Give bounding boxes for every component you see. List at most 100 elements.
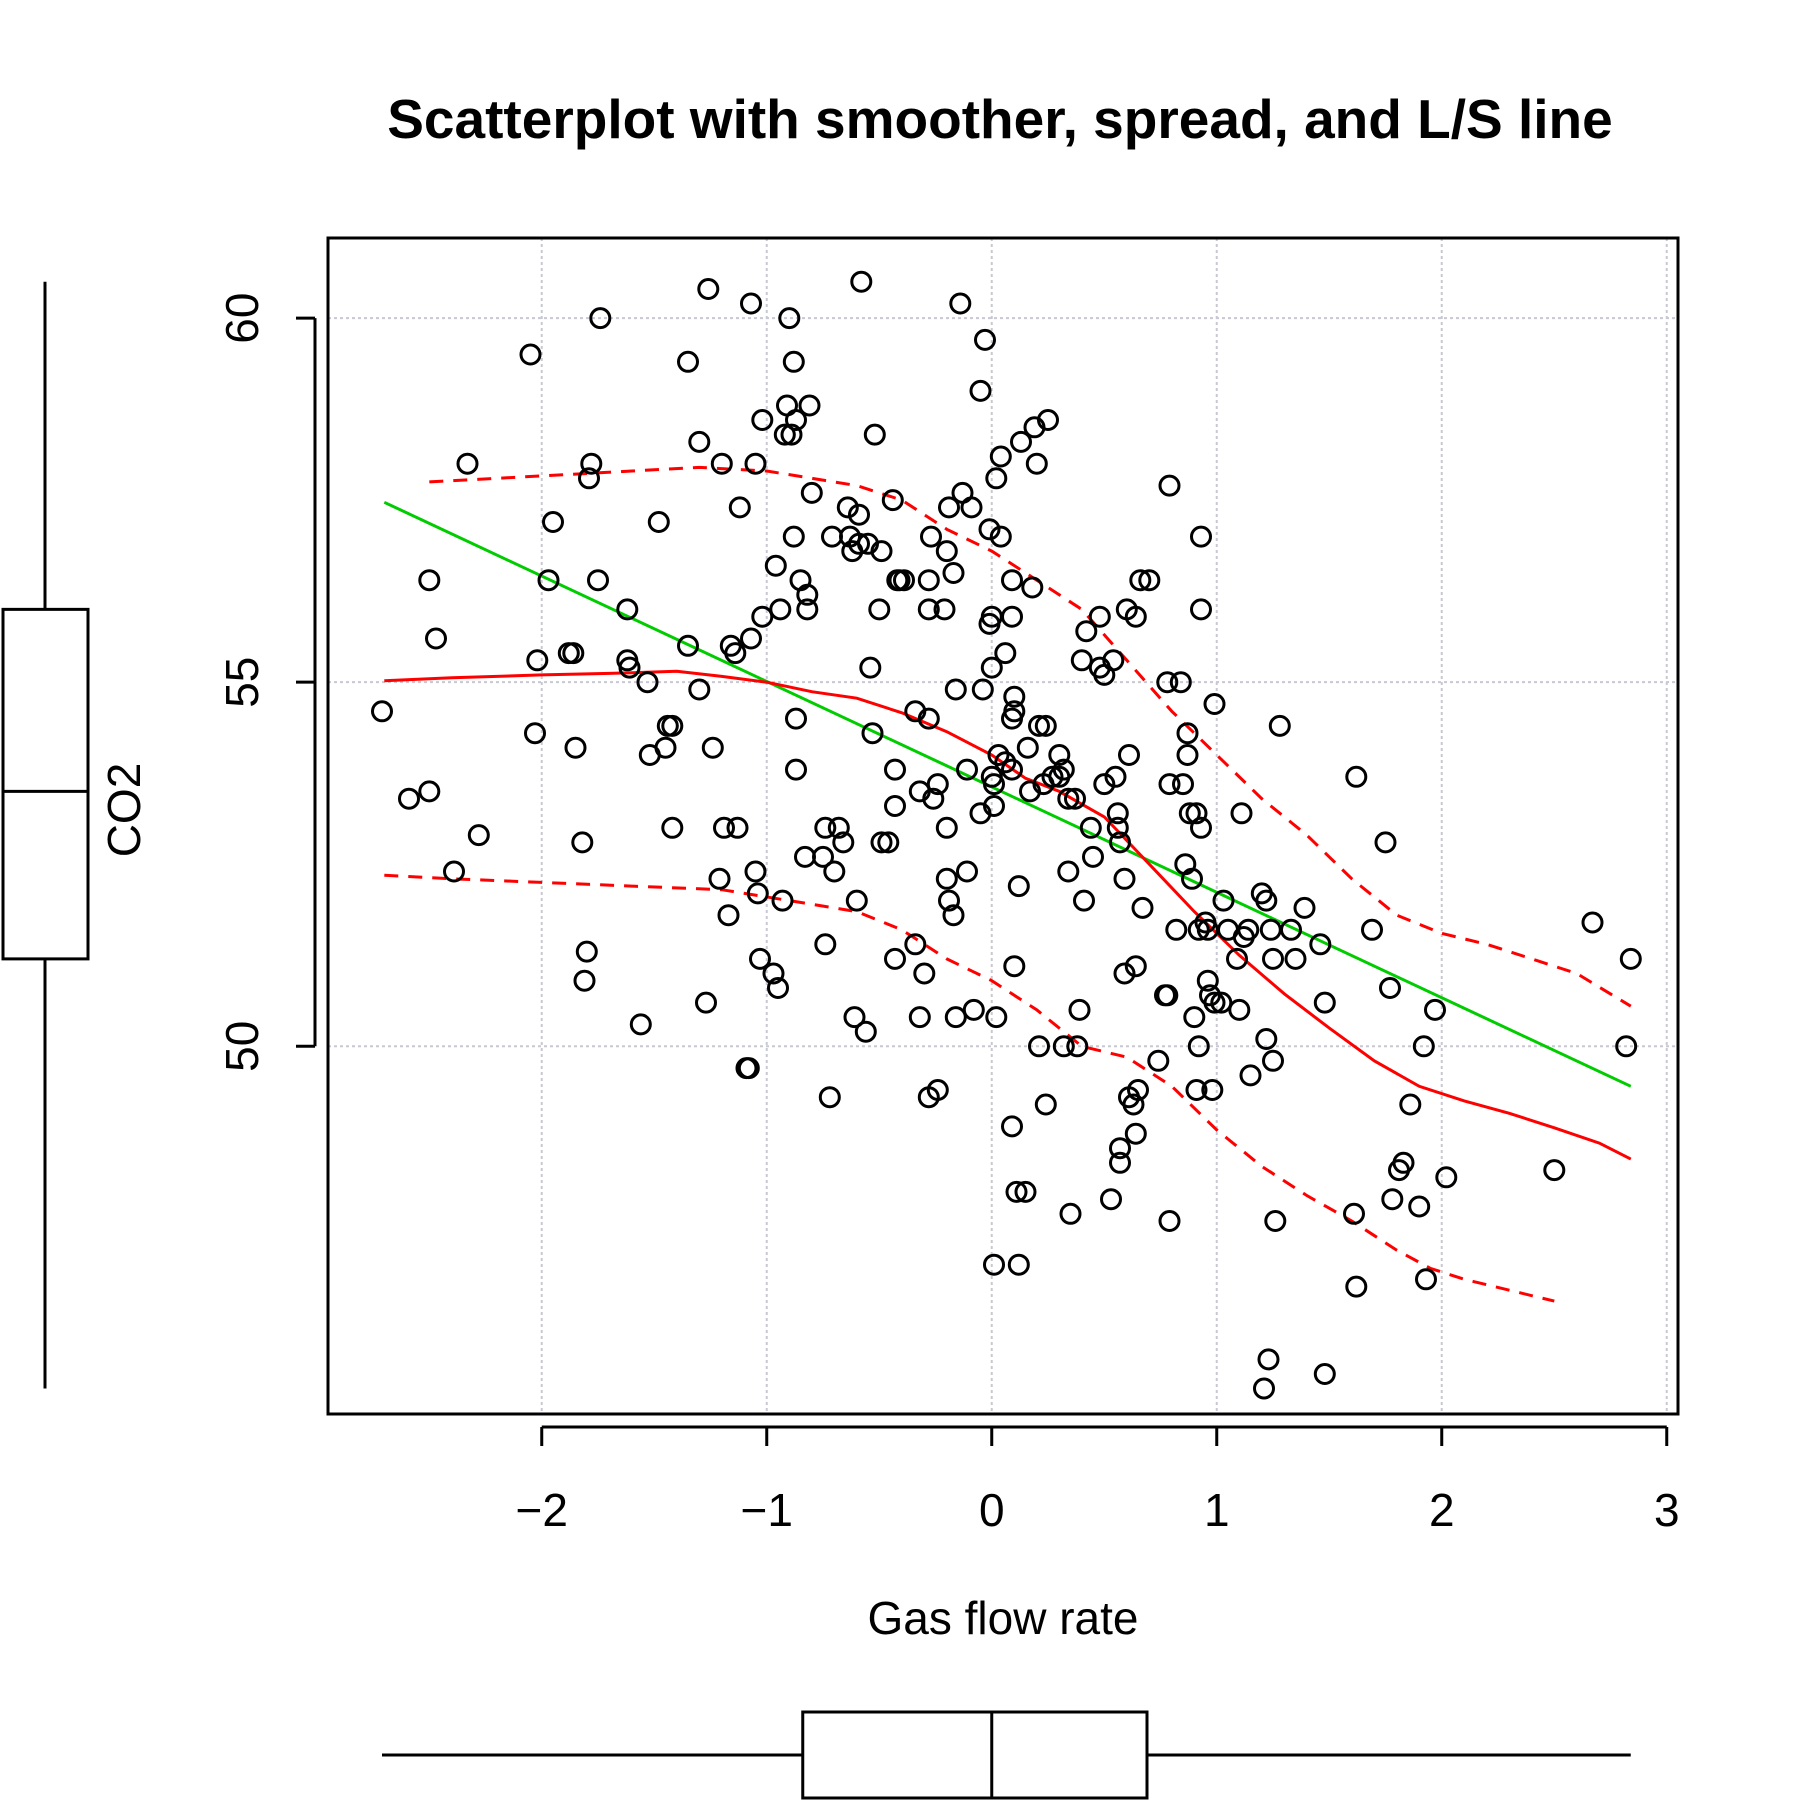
gas-box bbox=[801, 1710, 1149, 1800]
data-point bbox=[456, 452, 479, 475]
data-point bbox=[861, 722, 884, 745]
data-point bbox=[762, 962, 785, 985]
y-tick-label: 60 bbox=[216, 293, 268, 344]
data-point bbox=[647, 511, 670, 533]
data-point bbox=[1345, 765, 1368, 788]
data-point bbox=[564, 736, 587, 759]
data-point bbox=[1374, 831, 1397, 854]
data-point bbox=[935, 867, 958, 890]
data-point bbox=[587, 569, 609, 592]
data-point bbox=[956, 758, 978, 781]
data-point bbox=[1309, 933, 1332, 956]
data-point bbox=[1165, 918, 1188, 941]
data-point bbox=[1158, 773, 1181, 796]
data-point bbox=[1176, 722, 1199, 745]
data-point bbox=[1615, 1035, 1638, 1058]
data-point bbox=[1106, 816, 1129, 839]
data-point bbox=[1073, 889, 1095, 912]
data-point bbox=[1181, 867, 1203, 890]
data-point bbox=[1041, 765, 1064, 788]
data-point bbox=[1392, 1151, 1415, 1174]
data-point bbox=[956, 860, 978, 883]
data-point bbox=[812, 845, 834, 868]
data-point bbox=[1255, 889, 1278, 912]
data-point bbox=[661, 714, 684, 737]
chart-title: Scatterplot with smoother, spread, and L… bbox=[387, 88, 1613, 150]
data-point bbox=[827, 816, 850, 839]
data-point bbox=[974, 328, 996, 351]
data-point bbox=[1257, 1348, 1280, 1371]
data-point bbox=[800, 481, 823, 504]
data-point bbox=[1131, 896, 1154, 919]
data-point bbox=[780, 423, 803, 446]
data-point bbox=[1313, 1363, 1336, 1385]
data-point bbox=[1345, 1275, 1368, 1298]
data-point bbox=[524, 722, 546, 745]
data-point bbox=[1253, 1377, 1275, 1400]
data-point bbox=[1183, 1006, 1206, 1029]
data-point bbox=[751, 605, 774, 628]
ls-line-group bbox=[383, 500, 1632, 1088]
data-point bbox=[782, 350, 805, 373]
data-point bbox=[863, 423, 886, 446]
data-point bbox=[1619, 947, 1642, 970]
data-point bbox=[938, 889, 960, 912]
data-point bbox=[708, 867, 731, 890]
data-point bbox=[1178, 802, 1201, 825]
data-point bbox=[1203, 693, 1226, 715]
data-point bbox=[994, 642, 1017, 665]
data-point bbox=[893, 569, 915, 592]
spread-lower-line bbox=[384, 873, 1555, 1303]
data-point bbox=[942, 904, 965, 927]
data-point bbox=[1379, 977, 1401, 999]
data-point bbox=[1176, 744, 1199, 766]
data-point bbox=[1268, 714, 1291, 737]
data-point bbox=[1001, 569, 1023, 592]
x-tick-label: 2 bbox=[1429, 1484, 1455, 1536]
data-points bbox=[371, 270, 1642, 1400]
data-point bbox=[785, 707, 807, 730]
data-point bbox=[1057, 787, 1080, 810]
data-point bbox=[771, 889, 794, 912]
data-point bbox=[1066, 1035, 1089, 1058]
data-point bbox=[1059, 1202, 1082, 1225]
data-point bbox=[1007, 1253, 1030, 1276]
data-point bbox=[1093, 773, 1116, 796]
data-point bbox=[1075, 620, 1098, 643]
data-point bbox=[629, 1013, 652, 1036]
data-point bbox=[1088, 605, 1111, 628]
data-point bbox=[767, 977, 789, 999]
data-point bbox=[1109, 1151, 1131, 1174]
data-point bbox=[1021, 576, 1044, 599]
data-point bbox=[371, 700, 393, 723]
data-point bbox=[942, 562, 965, 584]
data-point bbox=[913, 962, 936, 985]
data-point bbox=[537, 569, 560, 592]
data-point bbox=[926, 773, 949, 796]
data-point bbox=[749, 947, 771, 970]
data-point bbox=[1010, 430, 1032, 453]
data-point bbox=[726, 816, 749, 839]
data-point bbox=[917, 598, 940, 621]
data-point bbox=[701, 736, 724, 759]
data-point bbox=[782, 525, 805, 548]
data-point bbox=[1028, 1035, 1050, 1058]
data-point bbox=[1122, 1093, 1145, 1116]
data-point bbox=[881, 489, 904, 512]
data-point bbox=[983, 795, 1005, 817]
data-point bbox=[1190, 598, 1212, 621]
data-point bbox=[1255, 1028, 1278, 1050]
data-point bbox=[1158, 1210, 1181, 1232]
data-point bbox=[1001, 605, 1023, 628]
data-point bbox=[688, 678, 711, 701]
data-point bbox=[443, 860, 465, 883]
data-point bbox=[1104, 765, 1127, 788]
grid-lines bbox=[328, 238, 1678, 1414]
data-point bbox=[884, 758, 906, 781]
data-point bbox=[1185, 1079, 1208, 1101]
data-point bbox=[796, 583, 819, 606]
data-point bbox=[1003, 955, 1026, 978]
data-point bbox=[1415, 1268, 1437, 1291]
data-point bbox=[519, 343, 542, 366]
data-point bbox=[1262, 947, 1284, 970]
